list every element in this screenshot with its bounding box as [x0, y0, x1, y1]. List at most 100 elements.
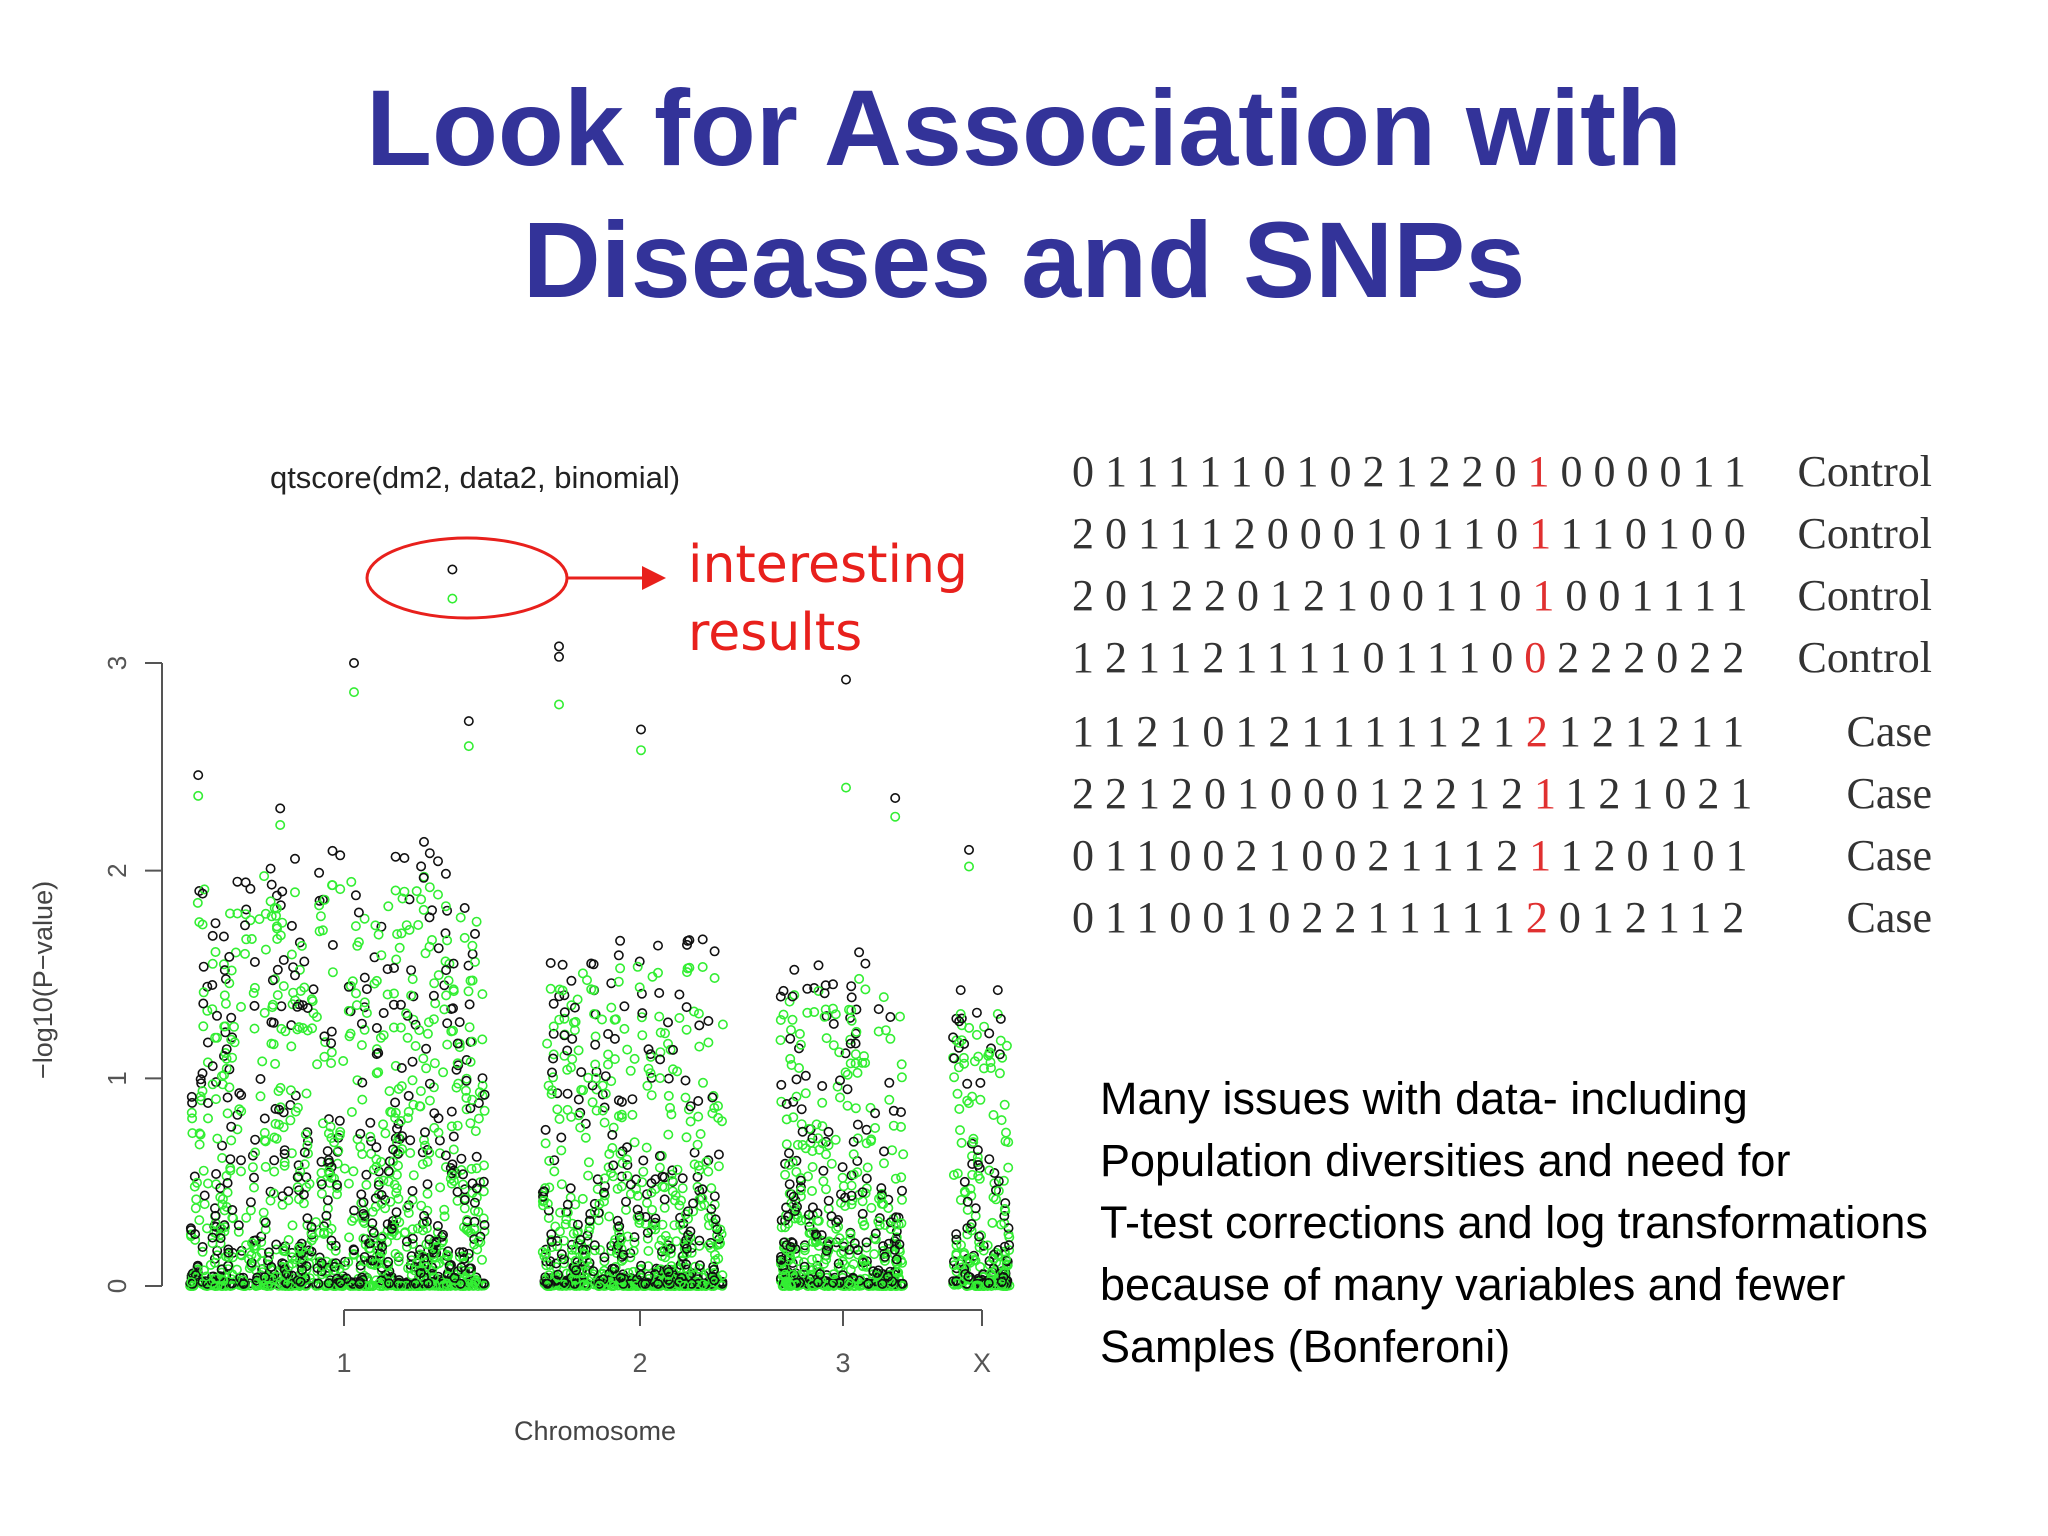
data-point — [236, 1090, 247, 1101]
data-point — [851, 1004, 862, 1015]
data-point — [357, 1077, 368, 1088]
data-point — [707, 1108, 718, 1119]
data-point — [571, 1268, 582, 1279]
data-point — [616, 1234, 627, 1245]
data-point — [292, 1024, 303, 1035]
data-point — [329, 1261, 340, 1272]
data-point — [422, 1205, 433, 1216]
data-point — [799, 1261, 810, 1272]
data-point — [844, 1244, 855, 1255]
data-point — [550, 1221, 561, 1232]
data-point — [186, 1091, 197, 1102]
data-point — [599, 1252, 610, 1263]
data-point — [807, 1202, 818, 1213]
data-point — [446, 1178, 457, 1189]
data-point — [458, 1247, 469, 1258]
notes-line-3: T-test corrections and log transformatio… — [1100, 1197, 1928, 1248]
data-point — [588, 1266, 599, 1277]
data-point — [608, 1160, 619, 1171]
data-point — [1001, 1040, 1012, 1051]
data-point — [603, 1029, 614, 1040]
data-point — [315, 911, 326, 922]
data-point — [459, 932, 470, 943]
manhattan-plot: 0 1 2 3 1 2 3 X qtscore(dm2, data2, binomial) −… — [28, 460, 1015, 1446]
data-point — [897, 1278, 908, 1289]
data-point — [695, 1129, 706, 1140]
data-point — [851, 1026, 862, 1037]
data-point — [968, 1137, 979, 1148]
data-point — [230, 947, 241, 958]
data-point — [559, 1277, 570, 1288]
data-point — [477, 989, 488, 1000]
data-point — [385, 1106, 396, 1117]
data-point — [464, 1022, 475, 1033]
data-point — [840, 782, 851, 793]
data-point — [861, 1261, 872, 1272]
data-point — [450, 1279, 461, 1290]
data-point — [954, 1125, 965, 1136]
data-point — [429, 1058, 440, 1069]
data-point — [813, 960, 824, 971]
data-point — [662, 1038, 673, 1049]
data-point — [860, 984, 871, 995]
data-point — [546, 1242, 557, 1253]
data-point — [966, 1225, 977, 1236]
data-point — [241, 934, 252, 945]
snp-sequence: 221201000122121121021 — [1072, 768, 1764, 818]
data-point — [473, 1113, 484, 1124]
data-point — [474, 1087, 485, 1098]
data-point — [343, 1257, 354, 1268]
data-point — [861, 1242, 872, 1253]
data-point — [424, 1078, 435, 1089]
data-point — [824, 1236, 835, 1247]
data-point — [471, 1163, 482, 1174]
data-point — [670, 1190, 681, 1201]
data-point — [475, 1231, 486, 1242]
data-point — [685, 1101, 696, 1112]
data-point — [681, 939, 692, 950]
data-point — [232, 876, 243, 887]
data-point — [992, 985, 1003, 996]
data-point — [202, 1037, 213, 1048]
data-point — [209, 1227, 220, 1238]
data-point — [652, 1274, 663, 1285]
data-point — [383, 1166, 394, 1177]
data-point — [319, 894, 330, 905]
data-point — [638, 1155, 649, 1166]
data-point — [890, 1212, 901, 1223]
data-point — [401, 1236, 412, 1247]
data-point — [785, 1033, 796, 1044]
data-point — [350, 890, 361, 901]
data-point — [561, 1214, 572, 1225]
y-axis-label: −log10(P−value) — [28, 881, 58, 1079]
data-point — [832, 1081, 843, 1092]
data-point — [215, 1238, 226, 1249]
data-point — [990, 1194, 1001, 1205]
data-point — [290, 1090, 301, 1101]
data-point — [456, 1165, 467, 1176]
data-point — [459, 1195, 470, 1206]
data-point — [447, 564, 458, 575]
data-point — [223, 1244, 234, 1255]
snp-row: 112101211111212121211 Case — [1072, 700, 1932, 762]
snp-group-label: Control — [1797, 446, 1932, 496]
data-point — [275, 819, 286, 830]
data-point — [972, 1280, 983, 1291]
data-point — [232, 1109, 243, 1120]
data-point — [278, 1245, 289, 1256]
data-point — [677, 1183, 688, 1194]
data-point — [962, 1095, 973, 1106]
data-point — [839, 1192, 850, 1203]
data-point — [371, 1154, 382, 1165]
data-point — [671, 1236, 682, 1247]
data-point — [349, 1249, 360, 1260]
snp-row: 201112000101101110100 Control — [1072, 502, 1932, 564]
data-point — [203, 1113, 214, 1124]
data-point — [361, 1007, 372, 1018]
data-point — [236, 1155, 247, 1166]
data-point — [810, 1235, 821, 1246]
data-point — [949, 1072, 960, 1083]
data-point — [589, 1240, 600, 1251]
data-point — [286, 1041, 297, 1052]
data-point — [878, 1241, 889, 1252]
